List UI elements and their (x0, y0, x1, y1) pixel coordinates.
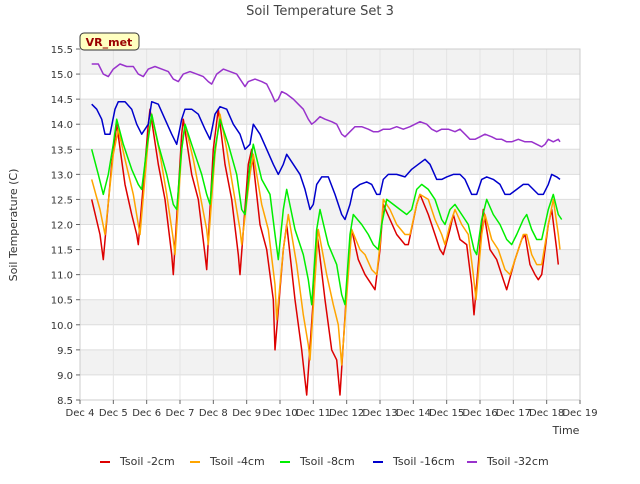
x-tick-label: Dec 18 (529, 408, 564, 419)
legend-item: Tsoil -2cm (100, 455, 175, 468)
plot-band (80, 299, 580, 325)
x-tick-label: Dec 11 (296, 408, 331, 419)
y-tick-label: 8.5 (57, 396, 73, 407)
x-tick-label: Dec 13 (362, 408, 397, 419)
station-badge: VR_met (79, 32, 140, 51)
y-tick-label: 15.0 (51, 70, 73, 81)
x-axis-label: Time (552, 424, 580, 437)
y-axis-label: Soil Temperature (C) (7, 169, 20, 282)
x-axis: Dec 4 Dec 5 Dec 6 Dec 7 Dec 8 Dec 9 Dec 10Dec … (66, 400, 598, 419)
y-tick-label: 14.0 (51, 120, 73, 131)
y-tick-label: 11.5 (51, 246, 73, 257)
legend-item: Tsoil -4cm (190, 455, 265, 468)
y-tick-label: 14.5 (51, 95, 73, 106)
series-line-tsoil-8cm (90, 113, 563, 306)
plot-band (80, 174, 580, 200)
x-tick-label: Dec 12 (329, 408, 364, 419)
series-line-tsoil-32cm (91, 63, 561, 148)
chart-title: Soil Temperature Set 3 (246, 4, 394, 19)
legend-label: Tsoil -16cm (392, 455, 455, 468)
legend-label: Tsoil -32cm (486, 455, 549, 468)
plot-band (80, 149, 580, 175)
x-tick-label: Dec 16 (462, 408, 497, 419)
legend-item: Tsoil -16cm (373, 455, 455, 468)
x-tick-label: Dec 15 (429, 408, 464, 419)
plot-band (80, 374, 580, 400)
x-tick-label: Dec 7 (166, 408, 195, 419)
series-line-tsoil-16cm (91, 100, 561, 221)
series-layer (90, 63, 563, 396)
y-tick-label: 13.0 (51, 170, 73, 181)
x-tick-label: Dec 17 (496, 408, 531, 419)
plot-band (80, 49, 580, 75)
legend-label: Tsoil -4cm (209, 455, 265, 468)
y-tick-label: 15.5 (51, 45, 73, 56)
plot-band (80, 124, 580, 150)
plot-band (80, 349, 580, 375)
x-tick-label: Dec 10 (262, 408, 297, 419)
station-badge-box (79, 32, 140, 51)
legend: Tsoil -2cm Tsoil -4cm Tsoil -8cm Tsoil -16c… (100, 455, 549, 468)
plot-bands (80, 49, 580, 400)
y-tick-label: 9.0 (57, 371, 73, 382)
x-tick-label: Dec 19 (562, 408, 597, 419)
y-axis: 8.5 9.0 9.5 10.0 10.5 11.0 11.5 12.0 12.5 13.0 13.… (51, 45, 80, 407)
y-tick-label: 10.5 (51, 296, 73, 307)
legend-item: Tsoil -32cm (467, 455, 549, 468)
x-tick-label: Dec 4 (66, 408, 95, 419)
y-tick-label: 13.5 (51, 145, 73, 156)
plot-band (80, 199, 580, 225)
y-tick-label: 12.0 (51, 221, 73, 232)
y-tick-label: 10.0 (51, 321, 73, 332)
y-tick-label: 11.0 (51, 271, 73, 282)
x-tick-label: Dec 6 (132, 408, 161, 419)
legend-label: Tsoil -8cm (299, 455, 355, 468)
x-tick-label: Dec 9 (232, 408, 261, 419)
station-badge-label: VR_met (86, 36, 133, 49)
plot-band (80, 99, 580, 125)
legend-item: Tsoil -8cm (280, 455, 355, 468)
x-tick-label: Dec 14 (396, 408, 431, 419)
x-tick-label: Dec 8 (199, 408, 228, 419)
plot-band (80, 74, 580, 100)
plot-band (80, 249, 580, 275)
x-tick-label: Dec 5 (99, 408, 128, 419)
legend-label: Tsoil -2cm (119, 455, 175, 468)
series-line-tsoil-4cm (90, 113, 561, 366)
y-tick-label: 12.5 (51, 195, 73, 206)
y-tick-label: 9.5 (57, 346, 73, 357)
plot-band (80, 224, 580, 250)
